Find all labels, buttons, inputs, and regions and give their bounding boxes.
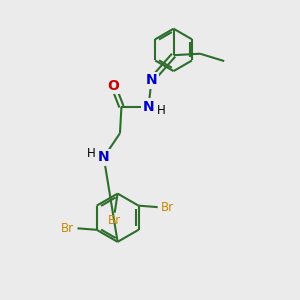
Text: Br: Br bbox=[161, 201, 174, 214]
Text: Br: Br bbox=[108, 214, 121, 227]
Text: H: H bbox=[157, 104, 165, 117]
Text: Br: Br bbox=[61, 222, 74, 235]
Text: O: O bbox=[107, 79, 119, 92]
Text: N: N bbox=[146, 73, 157, 87]
Text: H: H bbox=[87, 147, 96, 160]
Text: N: N bbox=[143, 100, 154, 114]
Text: N: N bbox=[98, 150, 110, 164]
